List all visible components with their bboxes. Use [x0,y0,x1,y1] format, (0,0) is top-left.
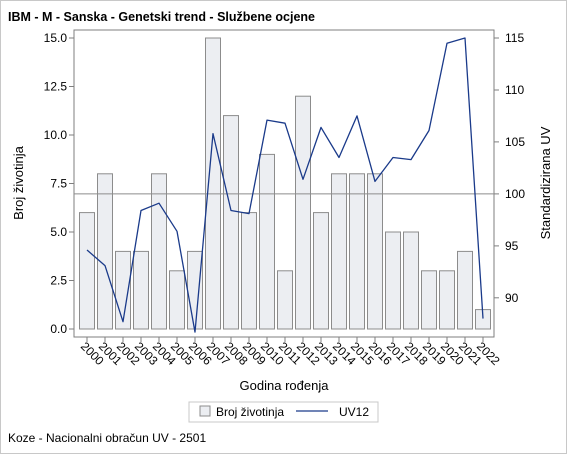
bar-2009 [241,212,257,330]
uv12-line [86,37,484,333]
bar-2020 [439,270,455,330]
y2-tick-label: 90 [505,291,519,305]
y2-tick-label: 100 [505,187,525,201]
legend-bar-label: Broj životinja [216,405,284,419]
y-tick-label: 0.0 [50,322,67,336]
y2-tick-label: 115 [505,31,524,45]
x-axis: 2000200120022003200420052006200720082009… [78,337,503,368]
y-axis-title: Broj životinja [11,145,26,219]
y-axis-left: 0.0 2.5 5.0 7.5 10.0 12.5 15.0 [44,31,74,336]
y2-tick-label: 95 [505,239,519,253]
bar-2007 [205,37,221,330]
bar-2021 [457,250,473,330]
y-tick-label: 12.5 [44,80,68,94]
y-axis-right: 90 95 100 105 110 115 [494,31,525,305]
bar-2012 [295,95,311,330]
y-tick-label: 15.0 [44,31,68,45]
bar-2019 [421,270,437,330]
y-tick-label: 5.0 [50,225,67,239]
y2-axis-title: Standardizirana UV [538,126,553,239]
y2-tick-label: 110 [505,83,524,97]
bar-2008 [223,115,239,330]
bar-2001 [97,173,113,330]
y-tick-label: 7.5 [50,177,67,191]
bar-2004 [151,173,167,330]
bar-2015 [349,173,365,330]
chart-title: IBM - M - Sanska - Genetski trend - Služ… [8,10,316,24]
bar-2018 [403,231,419,330]
legend-line-label: UV12 [339,405,369,419]
bars-layer [79,37,491,330]
line-layer [86,37,484,333]
bar-2014 [331,173,347,330]
bar-2003 [133,250,149,330]
bar-2013 [313,212,329,330]
x-axis-title: Godina rođenja [240,378,330,393]
legend-bar-swatch [199,405,211,417]
bar-2011 [277,270,293,330]
y-tick-label: 10.0 [44,128,68,142]
y2-tick-label: 105 [505,135,525,149]
bar-2010 [259,153,275,330]
bar-2000 [79,212,95,330]
legend-box [188,401,379,423]
bar-2005 [169,270,185,330]
footnote: Koze - Nacionalni obračun UV - 2501 [8,431,207,445]
y-tick-label: 2.5 [50,274,67,288]
bar-2017 [385,231,401,330]
bar-2016 [367,173,383,330]
bar-2006 [187,250,203,330]
